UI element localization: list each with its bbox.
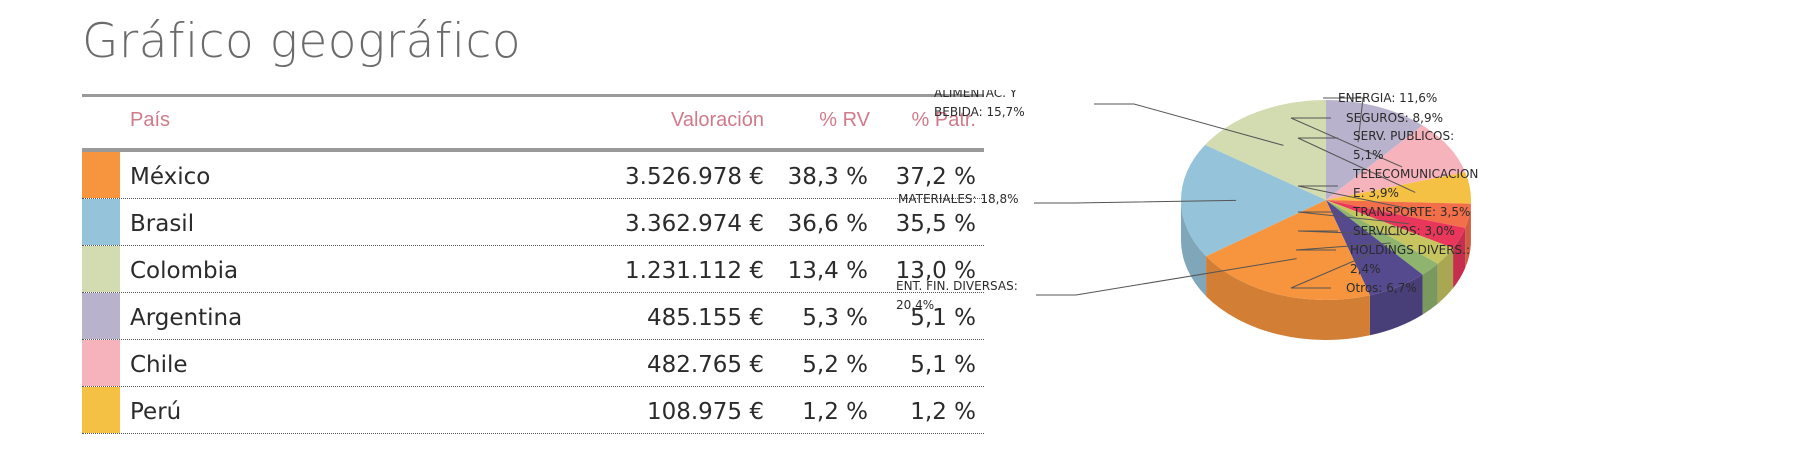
geographic-table: País Valoración % RV % Patr. México 3.526…: [82, 94, 984, 434]
table-header-rule: [82, 148, 984, 152]
country-color-swatch: [82, 387, 120, 433]
valuation-value: 3.362.974 €: [625, 211, 764, 237]
pie-slice-label: ENT. FIN. DIVERSAS:: [896, 279, 1018, 293]
valuation-value: 482.765 €: [646, 352, 764, 378]
header-pct-rv: % RV: [819, 109, 870, 131]
table-row: Colombia 1.231.112 € 13,4 % 13,0 %: [82, 246, 984, 293]
pie-leader-line: [1297, 185, 1415, 211]
pie-slice-side: [1206, 256, 1370, 340]
pie-leader-line: [1323, 97, 1364, 143]
table-body: México 3.526.978 € 38,3 % 37,2 % Brasil 3.362…: [82, 152, 984, 434]
pct-patr-value: 1,2 %: [910, 399, 976, 425]
pie-leader-line: [1297, 137, 1416, 193]
pct-rv-value: 1,2 %: [802, 399, 868, 425]
table-top-rule: [82, 94, 984, 97]
header-valuation: Valoración: [670, 109, 764, 131]
country-name: Perú: [130, 399, 182, 425]
pie-slice-label: ALIMENTAC. Y: [934, 90, 1018, 100]
pie-leader-line: [1295, 242, 1391, 251]
country-color-swatch: [82, 340, 120, 386]
pie-slice: [1205, 100, 1326, 200]
valuation-value: 108.975 €: [646, 399, 764, 425]
country-name: Chile: [130, 352, 188, 378]
pie-slice-label: MATERIALES: 18,8%: [898, 192, 1019, 206]
pie-slice-label: TELECOMUNICACION: [1352, 167, 1478, 181]
sector-pie-chart: ENERGIA: 11,6% SEGUROS: 8,9% SERV. PUBLICO…: [896, 90, 1478, 340]
table-row: Argentina 485.155 € 5,3 % 5,1 %: [82, 293, 984, 340]
pie-leader-line: [1290, 117, 1403, 168]
pie-slice-side: [1465, 203, 1471, 268]
pie-slice-label: TRANSPORTE: 3,5%: [1352, 205, 1470, 219]
pct-rv-value: 13,4 %: [787, 258, 868, 284]
pct-patr-value: 13,0 %: [895, 258, 976, 284]
table-row: Brasil 3.362.974 € 36,6 % 35,5 %: [82, 199, 984, 246]
pie-slice: [1181, 144, 1326, 257]
pie-slice-side: [1453, 227, 1466, 289]
pie-slice-label: E: 3,9%: [1353, 186, 1399, 200]
pie-leader-line: [1094, 103, 1284, 146]
country-color-swatch: [82, 293, 120, 339]
pie-slice: [1326, 200, 1471, 228]
pie-slice: [1326, 200, 1454, 264]
pie-slice: [1326, 172, 1471, 204]
country-name: Brasil: [130, 211, 195, 237]
pie-slice-label: HOLDINGS DIVERS.:: [1350, 243, 1470, 257]
country-name: Argentina: [130, 305, 243, 331]
country-name: México: [130, 164, 211, 190]
pie-slice: [1326, 200, 1466, 249]
table-header: País Valoración % RV % Patr.: [82, 97, 984, 148]
pie-slice-label: 5,1%: [1353, 148, 1384, 162]
pie-slice-label: 20,4%: [896, 298, 934, 312]
table-row: Perú 108.975 € 1,2 % 1,2 %: [82, 387, 984, 434]
valuation-value: 1.231.112 €: [625, 258, 764, 284]
pie-slice: [1326, 200, 1438, 275]
country-color-swatch: [82, 246, 120, 292]
pct-patr-value: 35,5 %: [895, 211, 976, 237]
table-row: México 3.526.978 € 38,3 % 37,2 %: [82, 152, 984, 199]
pie-slice: [1206, 200, 1370, 300]
pie-slice-label: SERV. PUBLICOS:: [1353, 129, 1454, 143]
pct-rv-value: 36,6 %: [787, 211, 868, 237]
pie-leader-line: [1036, 258, 1297, 296]
page-title: Gráfico geográfico: [82, 14, 522, 69]
pie-slice-label: ENERGIA: 11,6%: [1338, 91, 1437, 105]
header-country: País: [130, 109, 171, 131]
valuation-value: 485.155 €: [646, 305, 764, 331]
country-color-swatch: [82, 199, 120, 245]
pct-rv-value: 5,3 %: [802, 305, 868, 331]
pct-rv-value: 38,3 %: [787, 164, 868, 190]
pct-patr-value: 37,2 %: [895, 164, 976, 190]
pie-slice-label: BEBIDA: 15,7%: [934, 105, 1025, 119]
pie-slice-label: Otros: 6,7%: [1346, 281, 1417, 295]
pie-slice-side: [1422, 263, 1438, 315]
pct-patr-value: 5,1 %: [910, 352, 976, 378]
pct-rv-value: 5,2 %: [802, 352, 868, 378]
pie-leader-line: [1297, 230, 1401, 236]
table-row: Chile 482.765 € 5,2 % 5,1 %: [82, 340, 984, 387]
pie-slice-side: [1437, 248, 1454, 304]
country-name: Colombia: [130, 258, 239, 284]
pie-leader-line: [1034, 199, 1237, 204]
pie-slice-label: SERVICIOS: 3,0%: [1353, 224, 1455, 238]
pie-slice: [1326, 200, 1423, 296]
pie-slice: [1326, 100, 1423, 200]
pie-slice-side: [1181, 200, 1207, 297]
pie-slice-label: SEGUROS: 8,9%: [1346, 111, 1443, 125]
header-pct-patr: % Patr.: [911, 109, 976, 131]
pie-slice: [1326, 125, 1466, 200]
valuation-value: 3.526.978 €: [625, 164, 764, 190]
country-color-swatch: [82, 152, 120, 198]
pie-leader-line: [1297, 211, 1410, 225]
pie-slice-label: 2,4%: [1350, 262, 1381, 276]
pie-slice-side: [1369, 274, 1423, 336]
pct-patr-value: 5,1 %: [910, 305, 976, 331]
pie-leader-line: [1290, 253, 1371, 289]
